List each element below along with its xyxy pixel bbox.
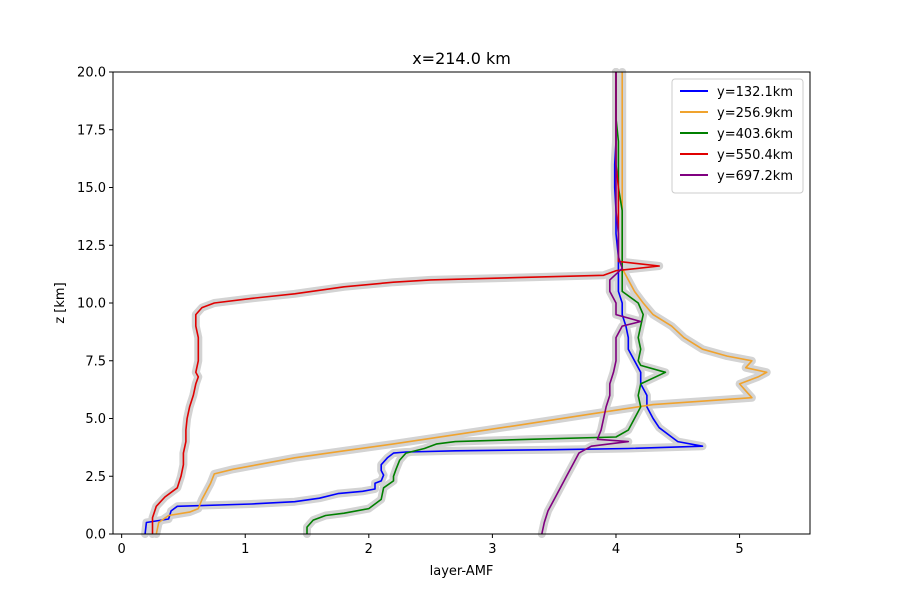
- x-tick-label: 1: [241, 542, 249, 557]
- legend-label: y=550.4km: [717, 148, 793, 163]
- x-axis-label: layer-AMF: [430, 564, 494, 579]
- y-axis-label: z [km]: [53, 282, 68, 323]
- y-tick-label: 2.5: [85, 470, 106, 485]
- y-tick-label: 20.0: [77, 66, 106, 81]
- legend: y=132.1km y=256.9km y=403.6km y=550.4km y=69…: [671, 78, 804, 194]
- x-tick-label: 5: [735, 542, 743, 557]
- legend-box: [671, 78, 804, 194]
- y-tick-label: 10.0: [77, 297, 106, 312]
- series-line: [306, 72, 667, 534]
- series-lines: [144, 72, 768, 535]
- legend-label: y=256.9km: [717, 106, 793, 121]
- y-tick-label: 7.5: [85, 354, 106, 369]
- y-tick-label: 12.5: [77, 239, 106, 254]
- y-tick-label: 0.0: [85, 528, 106, 543]
- x-tick-label: 0: [118, 542, 126, 557]
- uncertainty-band: [148, 68, 664, 538]
- chart-title: x=214.0 km: [412, 49, 511, 68]
- y-tick-label: 5.0: [85, 412, 106, 427]
- series-line: [541, 72, 642, 535]
- y-tick-label: 17.5: [77, 123, 106, 138]
- legend-label: y=132.1km: [717, 85, 793, 100]
- x-axis: 0 1 2 3 4 5: [118, 534, 744, 557]
- x-tick-label: 4: [612, 542, 620, 557]
- legend-label: y=403.6km: [717, 127, 793, 142]
- y-tick-label: 15.0: [77, 181, 106, 196]
- x-tick-label: 2: [365, 542, 373, 557]
- legend-label: y=697.2km: [717, 169, 793, 184]
- y-axis: 0.0 2.5 5.0 7.5 10.0 12.5 15.0 17.5 20.0: [77, 66, 113, 543]
- x-tick-label: 3: [488, 542, 496, 557]
